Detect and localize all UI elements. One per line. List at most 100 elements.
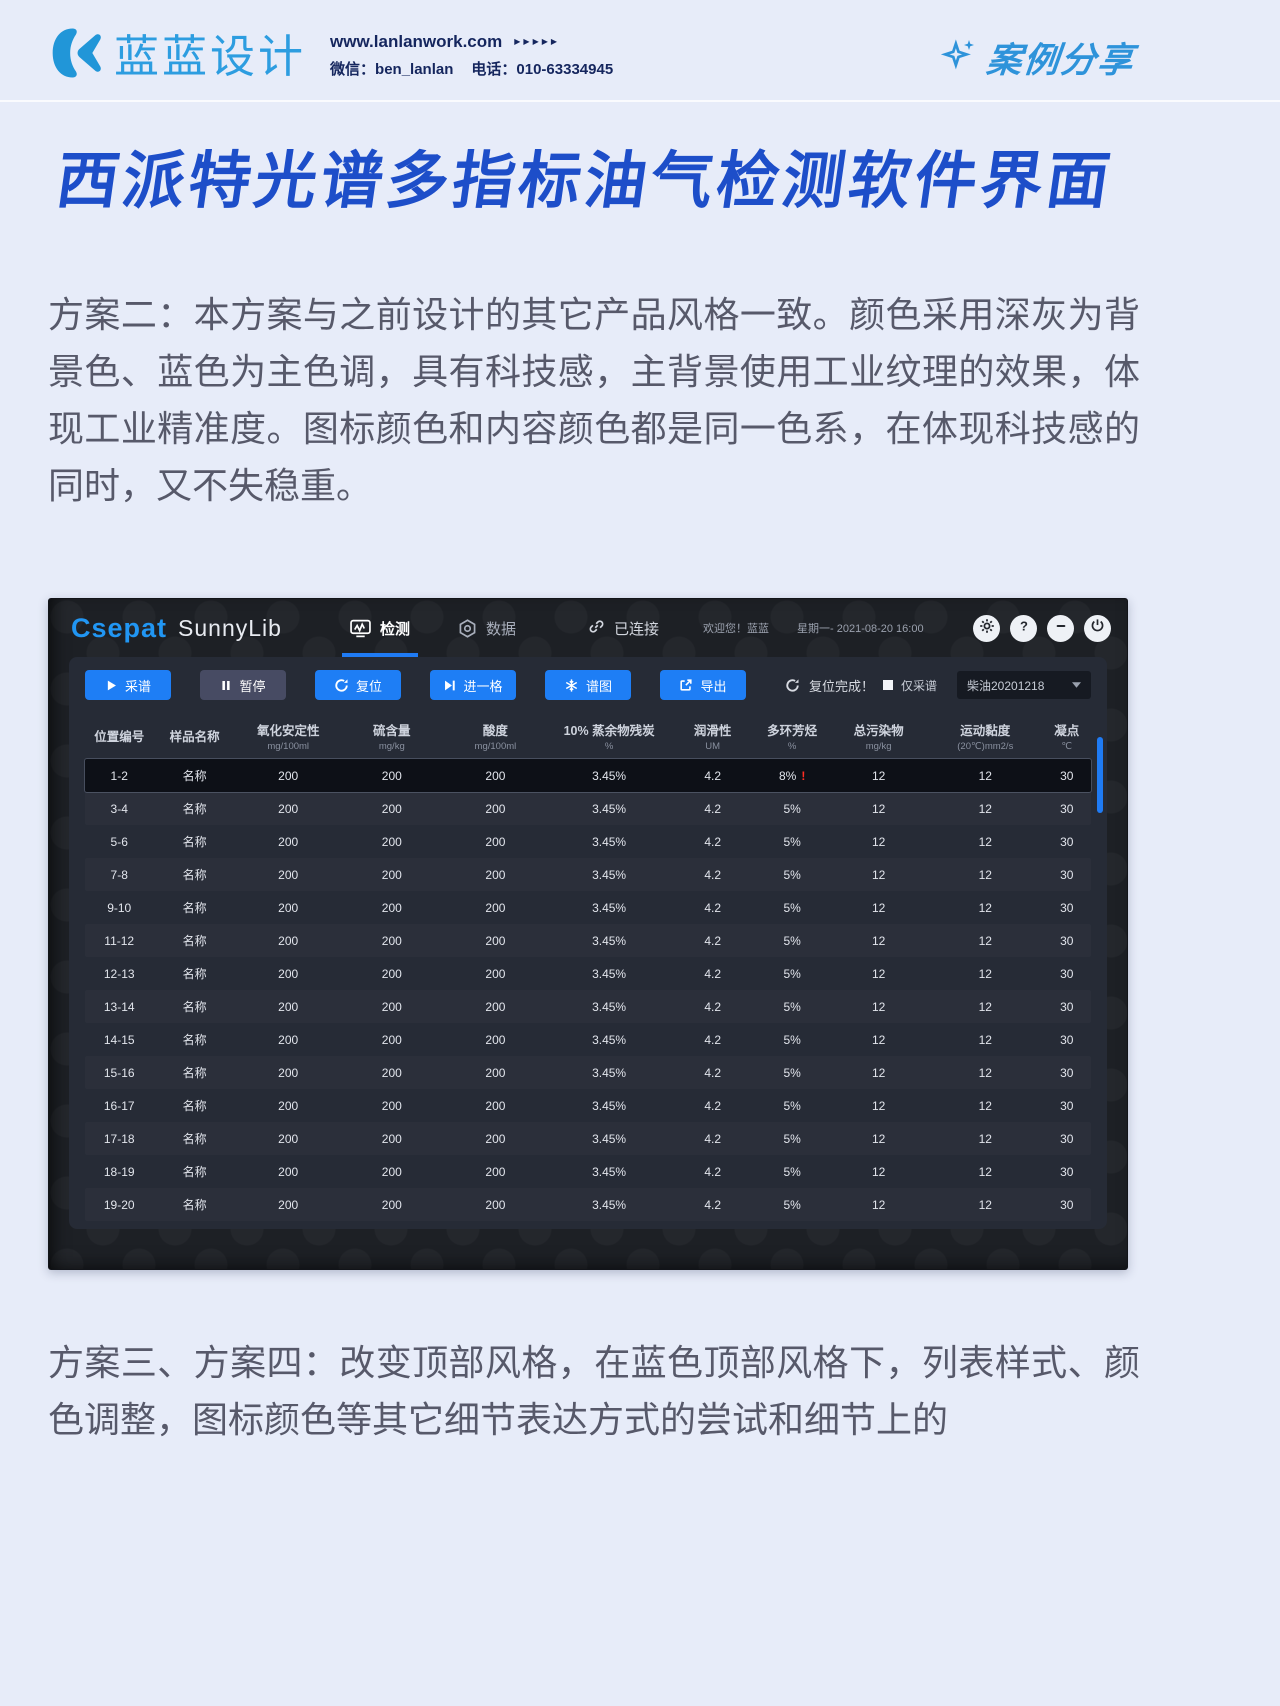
table-cell: 名称 xyxy=(182,1033,207,1047)
column-header: 样品名称 xyxy=(169,729,220,744)
table-cell: 200 xyxy=(278,1131,299,1146)
table-header: 位置编号 样品名称 氧化安定性 mg/100ml 硫含量 mg/kg 酸度 mg/100ml 1… xyxy=(85,713,1091,759)
phone-label: 电话： xyxy=(471,61,517,78)
column-header: 总污染物 mg/kg xyxy=(853,724,904,752)
table-row[interactable]: 19-20 名称 200 200 200 3.45% 4.2 5% 12 12 30 xyxy=(85,1188,1091,1221)
site-url[interactable]: www.lanlanwork.com xyxy=(330,32,503,51)
table-cell: 12 xyxy=(871,1065,886,1080)
only-capture-label: 仅采谱 xyxy=(900,678,937,693)
toolbar-button-label: 暂停 xyxy=(239,678,266,694)
table-cell: 200 xyxy=(381,966,402,981)
table-cell: 名称 xyxy=(182,835,207,849)
chart-icon xyxy=(350,619,371,638)
content-panel: 采谱 暂停 复位 进一格 谱图 导出 复位完成！ 仅采谱 柴油20201218 位置编号 样… xyxy=(69,657,1107,1229)
toolbar-right: 仅采谱 柴油20201218 xyxy=(882,671,1091,699)
table-cell: 200 xyxy=(485,1131,506,1146)
table-cell: 12-13 xyxy=(103,966,135,981)
minimize-button[interactable] xyxy=(1047,614,1074,642)
column-header: 多环芳烃% xyxy=(767,724,818,752)
table-cell: 14-15 xyxy=(103,1032,135,1047)
table-cell: 12 xyxy=(871,900,886,915)
column-header: 酸度 mg/100ml xyxy=(474,724,517,752)
table-cell: 12 xyxy=(978,834,992,849)
table-cell: 5% xyxy=(783,933,801,948)
table-row[interactable]: 11-12 名称 200 200 200 3.45% 4.2 5% 12 12 30 xyxy=(85,924,1091,957)
logo-group: 蓝蓝设计 www.lanlanwork.com ▶▶▶▶▶ 微信：ben_lanl… xyxy=(48,20,613,85)
table-cell: 15-16 xyxy=(103,1065,135,1080)
table-cell: 13-14 xyxy=(103,999,135,1014)
table-cell: 200 xyxy=(278,999,299,1014)
power-button[interactable] xyxy=(1084,614,1111,642)
table-cell: 30 xyxy=(1060,966,1074,981)
table-row[interactable]: 17-18 名称 200 200 200 3.45% 4.2 5% 12 12 30 xyxy=(85,1122,1091,1155)
toolbar-button-label: 谱图 xyxy=(585,678,612,694)
table-row[interactable]: 15-16 名称 200 200 200 3.45% 4.2 5% 12 12 30 xyxy=(85,1056,1091,1089)
toolbar-button-export[interactable]: 导出 xyxy=(660,670,746,700)
table-cell: 3.45% xyxy=(592,999,627,1014)
app-screenshot: Csepat SunnyLib 检测 数据 已连接 欢迎您！蓝蓝 星期一- 20… xyxy=(48,598,1128,1270)
table-cell: 200 xyxy=(485,999,506,1014)
column-header: 10% 蒸余物残炭% xyxy=(563,724,655,752)
table-row[interactable]: 7-8 名称 200 200 200 3.45% 4.2 5% 12 12 30 xyxy=(85,858,1091,891)
table-cell: 4.2 xyxy=(704,1065,722,1080)
toolbar-button-step[interactable]: 进一格 xyxy=(430,670,516,700)
settings-button[interactable] xyxy=(973,614,1000,642)
table-cell: 12 xyxy=(871,1131,886,1146)
toolbar-button-label: 复位 xyxy=(355,678,382,694)
table-cell: 30 xyxy=(1060,1032,1074,1047)
tab-detect[interactable]: 检测 xyxy=(341,599,418,657)
table-cell: 4.2 xyxy=(704,867,722,882)
datetime-text: 星期一- 2021-08-20 16:00 xyxy=(797,623,924,635)
table-row[interactable]: 1-2 名称 200 200 200 3.45% 4.2 8%! 12 12 30 xyxy=(85,759,1091,792)
only-capture-checkbox[interactable]: 仅采谱 xyxy=(882,677,937,694)
table-cell: 3.45% xyxy=(592,834,627,849)
table-cell: 4.2 xyxy=(704,1131,722,1146)
table-row[interactable]: 16-17 名称 200 200 200 3.45% 4.2 5% 12 12 30 xyxy=(85,1089,1091,1122)
svg-text:?: ? xyxy=(1020,618,1028,633)
table-cell: 200 xyxy=(278,834,299,849)
sample-dropdown-value: 柴油20201218 xyxy=(967,678,1045,693)
help-button[interactable]: ? xyxy=(1010,614,1037,642)
hexagon-icon xyxy=(458,618,477,638)
connection-status: 已连接 xyxy=(588,618,659,639)
table-row[interactable]: 3-4 名称 200 200 200 3.45% 4.2 5% 12 12 30 xyxy=(85,792,1091,825)
table-cell: 200 xyxy=(278,933,299,948)
snowflake-icon xyxy=(564,678,579,693)
step-icon xyxy=(443,679,456,692)
case-share-badge: 案例分享 xyxy=(939,32,1137,83)
table-cell: 200 xyxy=(485,1065,506,1080)
link-icon xyxy=(588,618,605,639)
welcome-text: 欢迎您！蓝蓝 xyxy=(703,623,769,635)
table-row[interactable]: 14-15 名称 200 200 200 3.45% 4.2 5% 12 12 30 xyxy=(85,1023,1091,1056)
sample-dropdown[interactable]: 柴油20201218 xyxy=(957,671,1091,699)
app-tabs: 检测 数据 xyxy=(341,599,516,657)
table-row[interactable]: 9-10 名称 200 200 200 3.45% 4.2 5% 12 12 30 xyxy=(85,891,1091,924)
wechat-value: ben_lanlan xyxy=(375,61,454,78)
table-cell: 5-6 xyxy=(110,834,128,849)
toolbar-button-snowflake[interactable]: 谱图 xyxy=(545,670,631,700)
table-cell: 5% xyxy=(783,966,801,981)
tab-data[interactable]: 数据 xyxy=(458,599,516,657)
table-row[interactable]: 5-6 名称 200 200 200 3.45% 4.2 5% 12 12 30 xyxy=(85,825,1091,858)
toolbar-button-play[interactable]: 采谱 xyxy=(85,670,171,700)
table-cell: 4.2 xyxy=(704,834,722,849)
toolbar-button-reset[interactable]: 复位 xyxy=(315,670,401,700)
play-icon xyxy=(105,679,118,692)
header-meta: 欢迎您！蓝蓝 星期一- 2021-08-20 16:00 xyxy=(703,620,924,636)
table-cell: 名称 xyxy=(182,1099,207,1113)
table-cell: 200 xyxy=(278,1197,299,1212)
table-cell: 16-17 xyxy=(103,1098,135,1113)
table-row[interactable]: 12-13 名称 200 200 200 3.45% 4.2 5% 12 12 30 xyxy=(85,957,1091,990)
column-header: 润滑性 UM xyxy=(693,724,732,752)
table-scrollbar[interactable] xyxy=(1097,737,1103,813)
table-cell: 12 xyxy=(978,1065,992,1080)
table-row[interactable]: 13-14 名称 200 200 200 3.45% 4.2 5% 12 12 30 xyxy=(85,990,1091,1023)
table-cell: 12 xyxy=(978,999,992,1014)
table-row[interactable]: 18-19 名称 200 200 200 3.45% 4.2 5% 12 12 30 xyxy=(85,1155,1091,1188)
table-cell: 5% xyxy=(783,801,801,816)
table-cell: 12 xyxy=(978,1197,992,1212)
results-table: 位置编号 样品名称 氧化安定性 mg/100ml 硫含量 mg/kg 酸度 mg/100ml 1… xyxy=(85,713,1091,1221)
table-cell: 200 xyxy=(485,900,506,915)
paragraph-scheme2: 方案二：本方案与之前设计的其它产品风格一致。颜色采用深灰为背景色、蓝色为主色调，… xyxy=(48,294,1140,506)
toolbar-button-pause[interactable]: 暂停 xyxy=(200,670,286,700)
